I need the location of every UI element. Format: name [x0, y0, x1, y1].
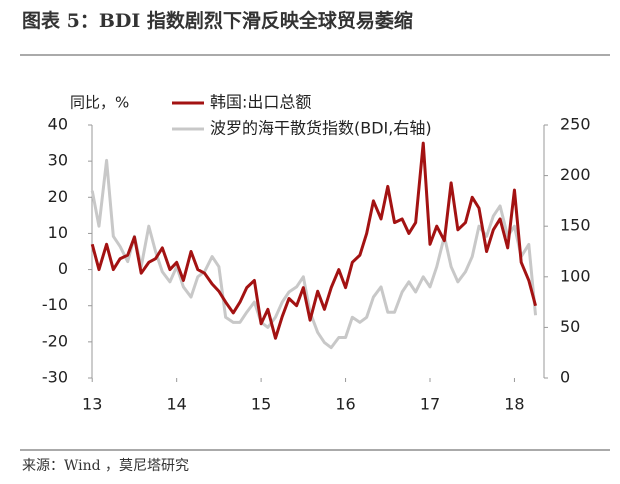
y-tick-label: 40 — [48, 115, 68, 134]
x-tick-label: 14 — [166, 395, 186, 414]
y2-tick-label: 100 — [560, 266, 591, 285]
y-tick-label: 20 — [48, 187, 68, 206]
y-tick-label: -10 — [42, 295, 68, 314]
y2-tick-label: 0 — [560, 368, 570, 387]
y-tick-label: -20 — [42, 331, 68, 350]
x-tick-label: 15 — [251, 395, 271, 414]
y-tick-label: -30 — [42, 368, 68, 387]
chart-title: 图表 5：BDI 指数剧烈下滑反映全球贸易萎缩 — [22, 9, 413, 32]
series-line — [90, 158, 538, 350]
legend-label: 波罗的海干散货指数(BDI,右轴) — [210, 119, 432, 138]
series-line — [90, 141, 538, 340]
y2-tick-label: 150 — [560, 216, 591, 235]
y2-tick-label: 50 — [560, 317, 580, 336]
legend-label: 韩国:出口总额 — [210, 93, 311, 112]
y-axis-label: 同比，% — [70, 94, 129, 112]
x-tick-label: 16 — [335, 395, 355, 414]
y-tick-label: 0 — [58, 259, 68, 278]
y-tick-label: 30 — [48, 151, 68, 170]
x-tick-label: 18 — [504, 395, 524, 414]
source: 来源：Wind ，莫尼塔研究 — [22, 458, 189, 474]
x-tick-label: 17 — [420, 395, 440, 414]
y2-tick-label: 200 — [560, 165, 591, 184]
y-tick-label: 10 — [48, 223, 68, 242]
y2-tick-label: 250 — [560, 115, 591, 134]
x-tick-label: 13 — [82, 395, 102, 414]
